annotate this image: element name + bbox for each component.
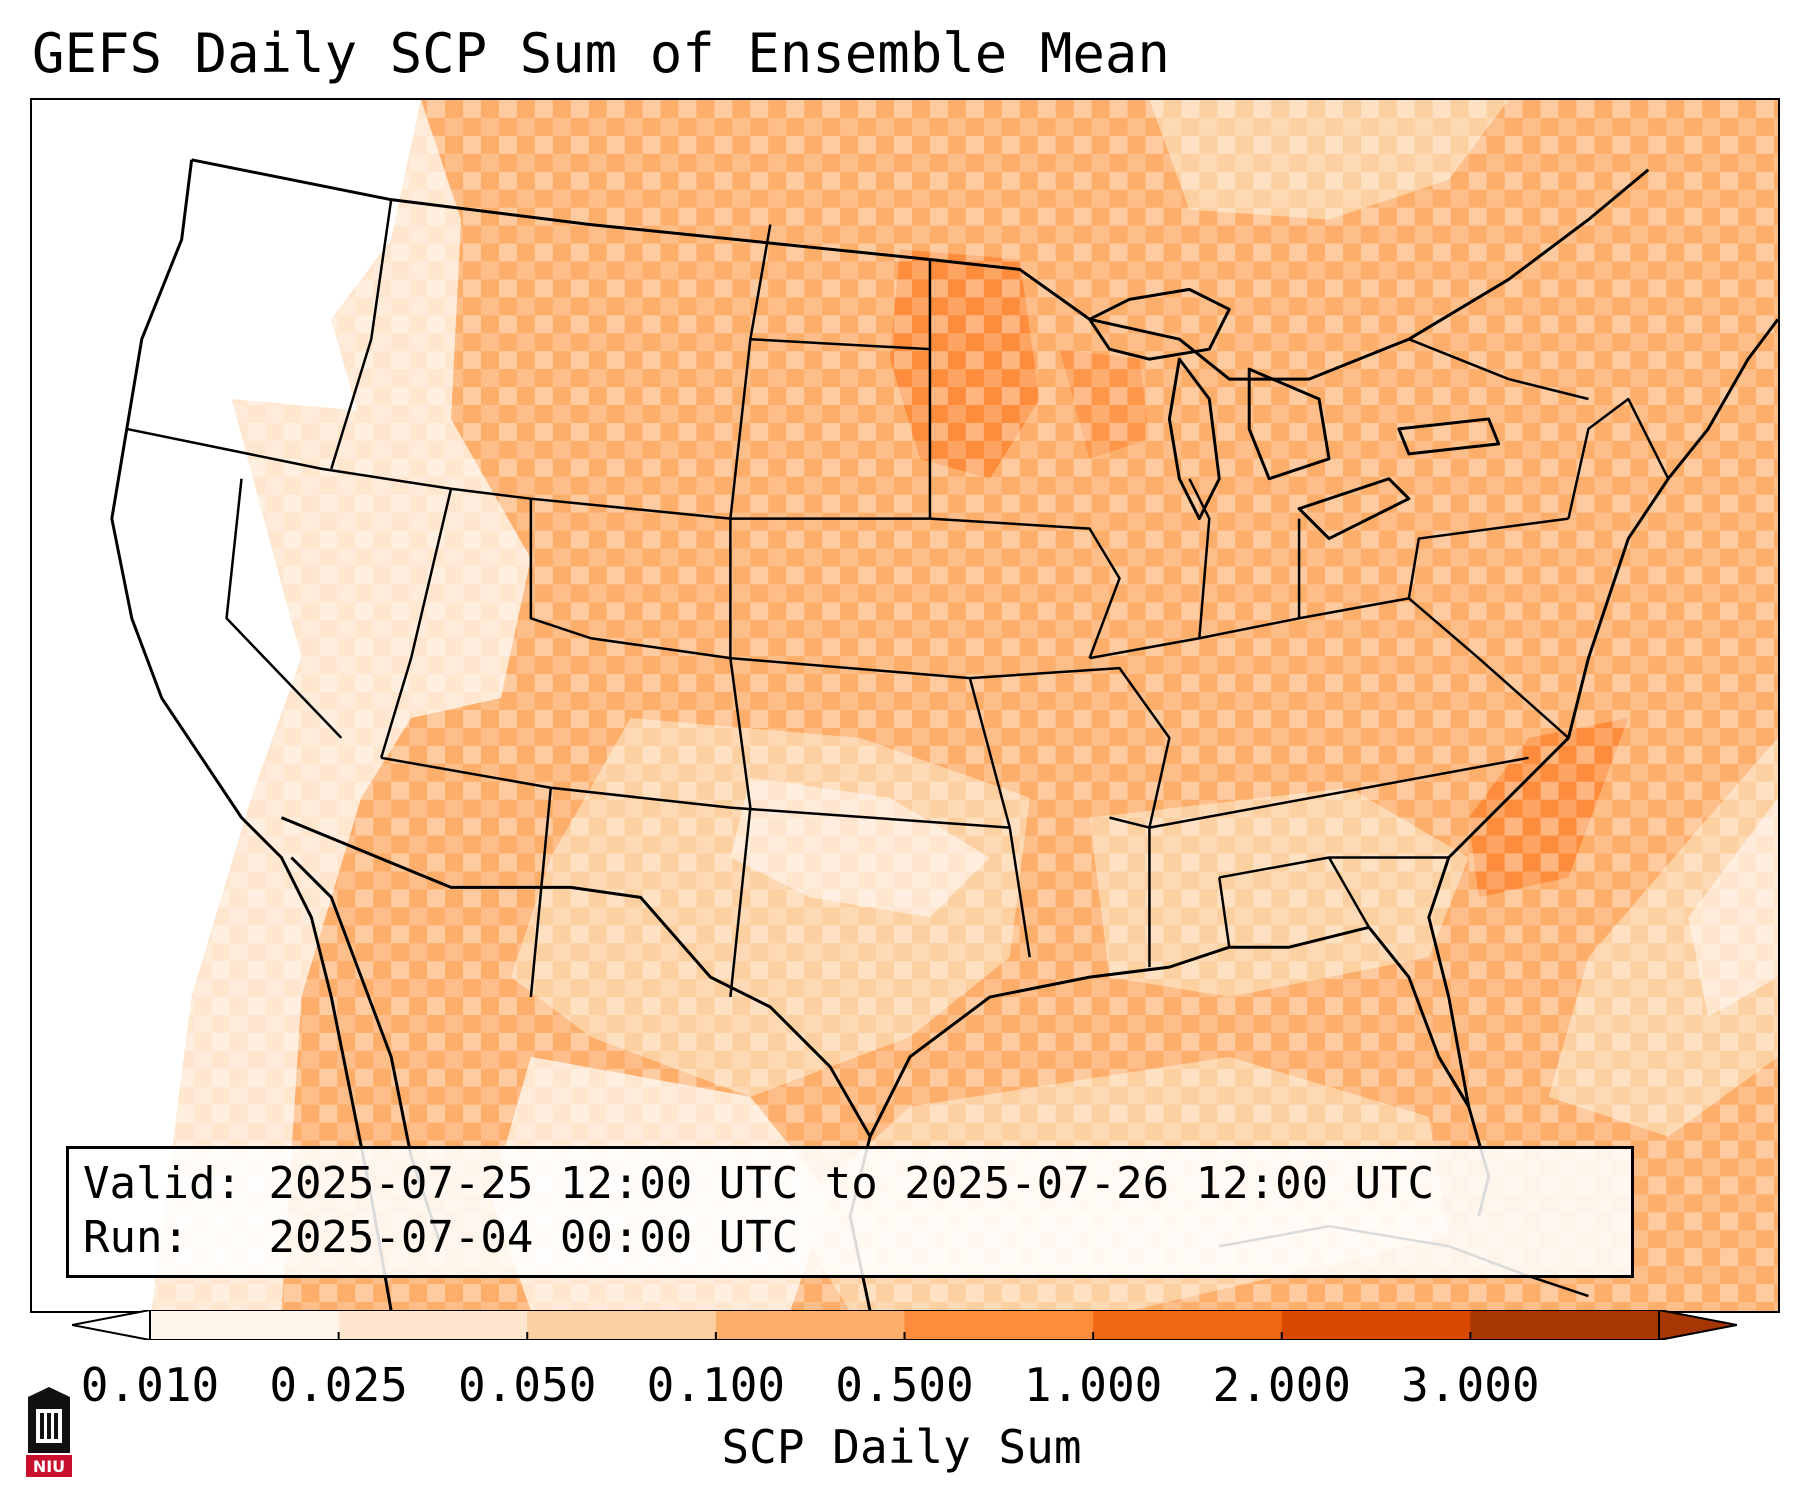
colorbar-segment bbox=[527, 1310, 717, 1340]
valid-label: Valid: bbox=[83, 1158, 242, 1209]
valid-value: 2025-07-25 12:00 UTC to 2025-07-26 12:00… bbox=[268, 1158, 1435, 1209]
colorbar-under-arrow bbox=[72, 1310, 151, 1340]
colorbar-label: SCP Daily Sum bbox=[721, 1420, 1082, 1474]
colorbar-tick-label: 0.050 bbox=[458, 1358, 597, 1412]
colorbar-over-arrow bbox=[1658, 1310, 1737, 1340]
valid-run-box: Valid: 2025-07-25 12:00 UTC to 2025-07-2… bbox=[66, 1146, 1634, 1278]
lake-huron bbox=[1247, 367, 1331, 481]
colorbar-tick-label: 3.000 bbox=[1401, 1358, 1540, 1412]
pacific-coastline bbox=[110, 159, 393, 1311]
colorbar-segments bbox=[150, 1310, 1660, 1340]
colorbar-tick-label: 0.100 bbox=[646, 1358, 786, 1412]
scp-map bbox=[32, 100, 1778, 1311]
lake-ontario bbox=[1397, 417, 1501, 456]
atlantic-coastline bbox=[1427, 318, 1778, 1107]
lake-erie bbox=[1297, 477, 1411, 541]
us-canada-border bbox=[191, 158, 1650, 381]
map-panel bbox=[30, 98, 1780, 1313]
valid-line: Valid: 2025-07-25 12:00 UTC to 2025-07-2… bbox=[83, 1157, 1617, 1211]
colorbar-tick-label: 0.500 bbox=[835, 1358, 974, 1412]
colorbar-segment bbox=[1470, 1310, 1660, 1340]
colorbar-tick-label: 1.000 bbox=[1023, 1358, 1163, 1412]
colorbar-segment bbox=[150, 1310, 340, 1340]
niu-logo-icon: NIU bbox=[26, 1387, 72, 1477]
colorbar bbox=[72, 1310, 1737, 1340]
colorbar-tick-label: 0.010 bbox=[80, 1358, 220, 1412]
field-pixel-texture bbox=[32, 100, 1778, 1311]
lake-michigan bbox=[1167, 357, 1221, 521]
colorbar-tick-label: 2.000 bbox=[1212, 1358, 1351, 1412]
logo-text: NIU bbox=[33, 1457, 65, 1476]
run-value: 2025-07-04 00:00 UTC bbox=[268, 1212, 799, 1263]
colorbar-segment bbox=[715, 1310, 905, 1340]
colorbar-tick-label: 0.025 bbox=[269, 1358, 408, 1412]
colorbar-segment bbox=[338, 1310, 528, 1340]
lake-superior bbox=[1088, 287, 1231, 361]
us-mexico-border bbox=[280, 816, 872, 1138]
colorbar-outline bbox=[149, 1310, 1660, 1340]
map-title: GEFS Daily SCP Sum of Ensemble Mean bbox=[32, 22, 1170, 85]
colorbar-ticks bbox=[149, 1332, 1472, 1340]
run-line: Run: 2025-07-04 00:00 UTC bbox=[83, 1211, 1617, 1265]
colorbar-segment bbox=[904, 1310, 1094, 1340]
run-label: Run: bbox=[83, 1212, 189, 1263]
colorbar-segment bbox=[1093, 1310, 1283, 1340]
colorbar-segment bbox=[1281, 1310, 1471, 1340]
